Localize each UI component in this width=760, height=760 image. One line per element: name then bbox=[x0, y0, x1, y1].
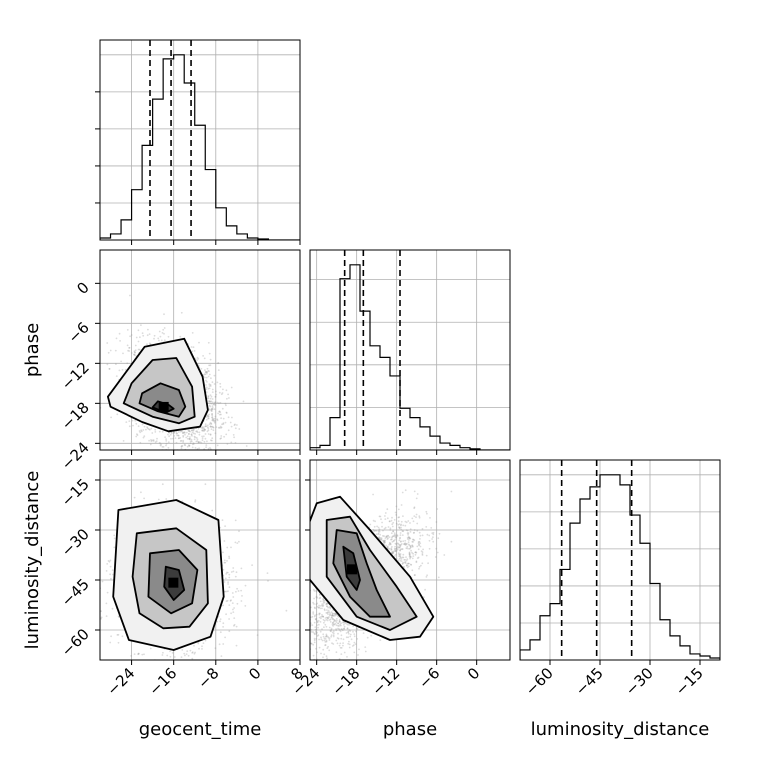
hist-geocent-time bbox=[100, 40, 300, 240]
contour-2 bbox=[325, 515, 418, 631]
y-tick-label-phase-4: 0 bbox=[73, 278, 92, 297]
contour-2 bbox=[122, 357, 196, 425]
x-tick-label-phase-1: −18 bbox=[328, 664, 363, 699]
contour-1 bbox=[138, 382, 187, 418]
hist-step-luminosity-distance bbox=[520, 474, 720, 660]
joint-phase-luminosity-distance bbox=[310, 489, 453, 660]
frame-joint-phase-luminosity-distance bbox=[309, 459, 511, 661]
ticks-hist-geocent-time bbox=[95, 91, 301, 245]
ticks-hist-luminosity-distance: −60 −45 −30 −15 bbox=[522, 660, 707, 699]
panel-hist-phase bbox=[309, 249, 511, 455]
y-tick-label-phase-1: −18 bbox=[58, 398, 93, 433]
x-tick-label-luminosity-distance-0: −60 bbox=[522, 664, 557, 699]
contour-2 bbox=[131, 527, 209, 630]
hist-luminosity-distance bbox=[520, 460, 720, 660]
x-tick-label-geocent-time-3: 0 bbox=[245, 664, 264, 683]
y-tick-label-luminosity-distance-2: −30 bbox=[58, 525, 93, 560]
y-tick-label-luminosity-distance-3: −15 bbox=[58, 475, 93, 510]
x-tick-label-geocent-time-1: −16 bbox=[145, 664, 180, 699]
density-peak bbox=[158, 401, 169, 412]
x-tick-label-phase-3: −6 bbox=[415, 664, 443, 692]
frame-joint-geocent-time-luminosity-distance bbox=[99, 459, 301, 661]
hist-step-phase bbox=[310, 264, 510, 450]
contour-1 bbox=[147, 549, 199, 615]
y-tick-label-phase-3: −6 bbox=[64, 318, 92, 346]
x-axis-label-geocent-time: geocent_time bbox=[139, 719, 262, 740]
density-peak bbox=[168, 577, 179, 588]
y-axis-label-luminosity-distance: luminosity_distance bbox=[22, 471, 43, 650]
contour-0 bbox=[342, 545, 361, 591]
contour-3 bbox=[112, 499, 225, 651]
ticks-hist-phase bbox=[316, 450, 478, 455]
joint-geocent-time-phase bbox=[100, 294, 248, 450]
joint-geocent-time-luminosity-distance bbox=[100, 483, 288, 660]
y-tick-label-phase-0: −24 bbox=[58, 438, 93, 473]
x-tick-label-geocent-time-0: −24 bbox=[103, 664, 138, 699]
frame-joint-geocent-time-phase bbox=[99, 249, 301, 451]
grid-hist-luminosity-distance bbox=[520, 460, 720, 660]
panel-hist-geocent-time bbox=[95, 39, 301, 245]
x-tick-label-phase-4: 0 bbox=[464, 664, 483, 683]
y-axis-label-phase: phase bbox=[22, 323, 43, 377]
x-axis-label-luminosity-distance: luminosity_distance bbox=[531, 719, 710, 740]
frame-hist-geocent-time bbox=[99, 39, 301, 241]
x-axis-label-phase: phase bbox=[383, 719, 437, 740]
panel-joint-geocent-time-phase: −24 −18 −12 −6 0 bbox=[58, 249, 301, 474]
hist-phase bbox=[310, 250, 510, 450]
grid-hist-phase bbox=[310, 250, 510, 450]
frame-hist-phase bbox=[309, 249, 511, 451]
panel-hist-luminosity-distance: −60 −45 −30 −15 bbox=[519, 459, 721, 699]
x-tick-label-luminosity-distance-1: −45 bbox=[572, 664, 607, 699]
x-tick-label-luminosity-distance-2: −30 bbox=[622, 664, 657, 699]
contour-3 bbox=[107, 337, 209, 433]
contour-0 bbox=[163, 565, 186, 601]
x-tick-label-luminosity-distance-3: −15 bbox=[672, 664, 707, 699]
y-tick-label-luminosity-distance-0: −60 bbox=[58, 625, 93, 660]
density-peak bbox=[347, 564, 357, 575]
x-tick-label-phase-2: −12 bbox=[368, 664, 403, 699]
grid-hist-geocent-time bbox=[100, 40, 300, 240]
panel-joint-geocent-time-luminosity-distance: −24 −16 −8 0 8−60−45−30−15 bbox=[58, 459, 307, 699]
y-tick-label-phase-2: −12 bbox=[58, 358, 93, 393]
contour-1 bbox=[332, 529, 391, 618]
x-tick-label-geocent-time-2: −8 bbox=[194, 664, 222, 692]
contour-3 bbox=[310, 495, 435, 641]
panel-joint-phase-luminosity-distance: −24 −18 −12 −6 0 bbox=[288, 459, 511, 699]
hist-step-geocent-time bbox=[100, 54, 300, 240]
y-tick-label-luminosity-distance-1: −45 bbox=[58, 575, 93, 610]
frame-hist-luminosity-distance bbox=[519, 459, 721, 661]
